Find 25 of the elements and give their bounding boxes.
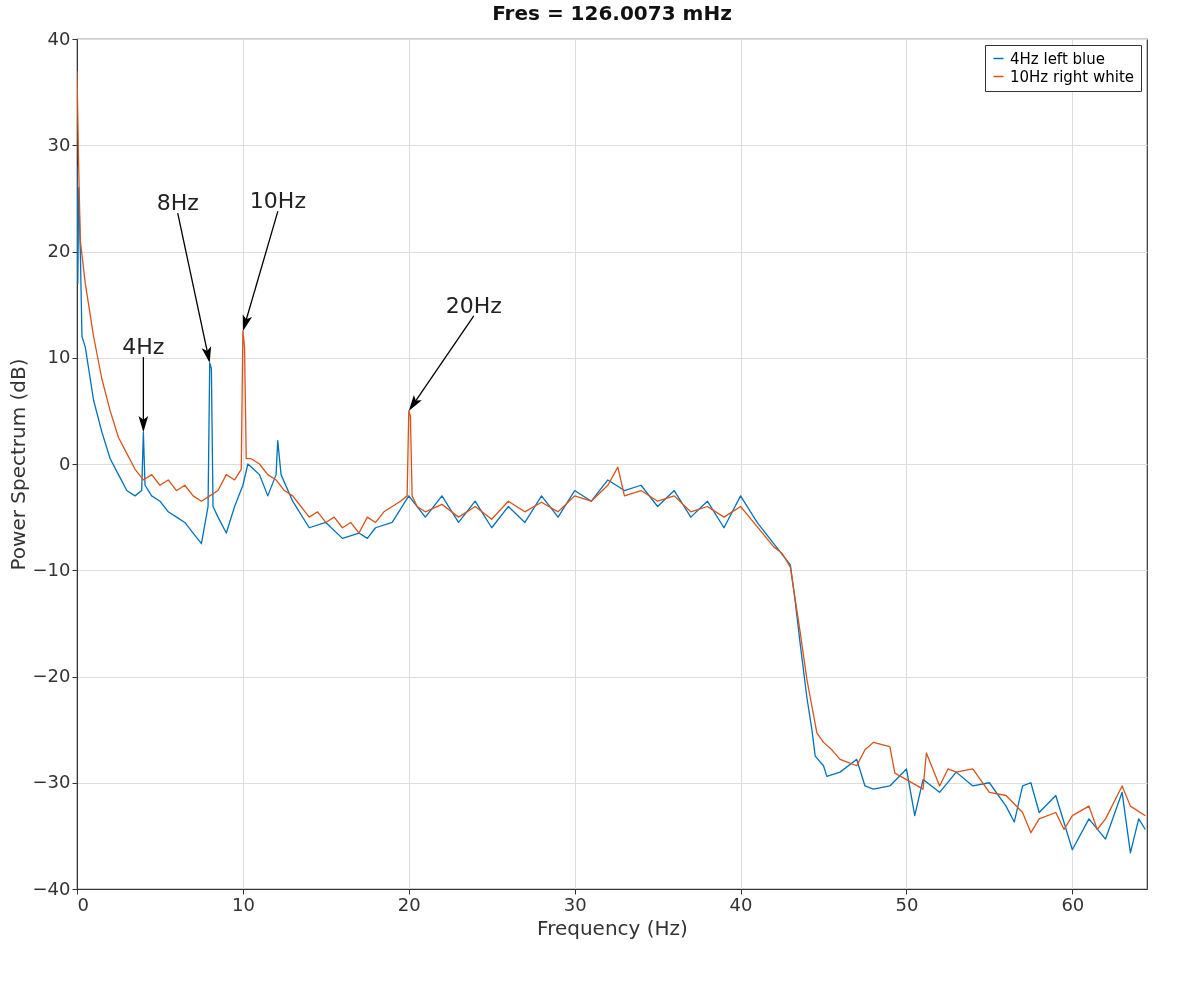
chart-title: Fres = 126.0073 mHz bbox=[492, 1, 732, 25]
x-tick-label: 60 bbox=[1061, 893, 1085, 915]
y-tick-label: −20 bbox=[32, 665, 71, 686]
x-tick-label: 50 bbox=[895, 893, 919, 915]
y-tick-label: 10 bbox=[47, 346, 71, 368]
x-tick-label: 0 bbox=[77, 893, 89, 915]
annotation: 4Hz bbox=[122, 334, 165, 360]
x-tick-label: 30 bbox=[563, 893, 587, 915]
annotation: 10Hz bbox=[249, 188, 306, 214]
y-tick-label: −30 bbox=[32, 771, 71, 793]
y-tick-label: 0 bbox=[59, 452, 71, 474]
x-axis-title: Frequency (Hz) bbox=[537, 915, 688, 940]
x-tick-label: 20 bbox=[397, 893, 421, 915]
y-tick-label: 30 bbox=[47, 133, 71, 155]
legend-label: 4Hz left blue bbox=[1010, 49, 1105, 68]
annotation: 8Hz bbox=[156, 190, 199, 216]
annotation: 20Hz bbox=[445, 292, 502, 318]
x-tick-label: 40 bbox=[729, 893, 753, 915]
legend-label: 10Hz right white bbox=[1010, 67, 1135, 86]
x-tick-label: 10 bbox=[231, 893, 255, 915]
y-tick-label: 40 bbox=[47, 27, 71, 49]
y-tick-label: −40 bbox=[32, 877, 71, 899]
y-axis-title: Power Spectrum (dB) bbox=[5, 358, 30, 571]
y-tick-label: −10 bbox=[32, 558, 71, 580]
y-tick-label: 20 bbox=[47, 240, 71, 261]
